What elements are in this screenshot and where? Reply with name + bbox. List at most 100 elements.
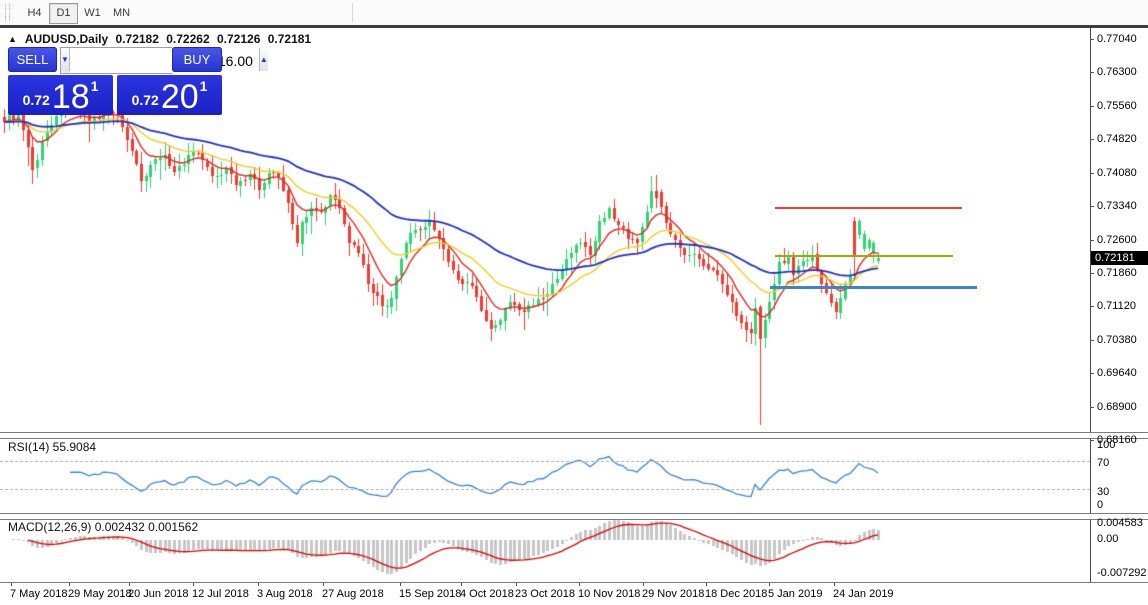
price-scale-label: 0.71120 <box>1097 300 1136 313</box>
sell-price-prefix: 0.72 <box>22 92 50 108</box>
macd-scale-label: 0.00 <box>1097 533 1119 545</box>
pane-splitter-macd[interactable] <box>0 513 1148 520</box>
date-scale-tick <box>11 583 12 586</box>
rsi-scale-label: 100 <box>1097 439 1116 451</box>
date-scale-label: 12 Jul 2018 <box>192 588 249 600</box>
volume-stepper: ▼ ▲ <box>60 47 268 74</box>
rsi-scale-label: 70 <box>1097 457 1110 469</box>
date-scale-tick <box>193 583 194 586</box>
buy-price-pipette: 1 <box>199 78 208 94</box>
buy-button[interactable]: BUY <box>172 47 222 72</box>
price-scale-label: 0.71860 <box>1097 266 1137 279</box>
sell-price-pipette: 1 <box>90 78 99 94</box>
date-scale-tick <box>579 583 580 586</box>
ohlc-low: 0.72126 <box>216 32 261 46</box>
rsi-indicator-label: RSI(14) 55.9084 <box>8 440 97 454</box>
timeframe-button-mn[interactable]: MN <box>112 7 131 19</box>
date-scale-tick <box>258 583 259 586</box>
price-scale-tick <box>1090 272 1094 274</box>
timeframe-toolbar: H4 D1 W1 MN <box>0 0 1148 25</box>
date-scale-label: 15 Sep 2018 <box>399 588 462 600</box>
date-scale-label: 10 Nov 2018 <box>578 588 641 600</box>
date-scale-tick <box>69 583 70 586</box>
sell-price-box[interactable]: 0.72 18 1 <box>8 75 113 115</box>
volume-input[interactable] <box>69 48 259 73</box>
price-scale-label: 0.68160 <box>1097 434 1137 447</box>
price-scale-tick <box>1090 373 1094 375</box>
timeframe-button-w1[interactable]: W1 <box>84 7 101 19</box>
price-scale-border <box>1090 28 1091 583</box>
macd-indicator-label: MACD(12,26,9) 0.002432 0.001562 <box>8 520 199 534</box>
pivot-line[interactable] <box>775 255 953 257</box>
volume-increase-icon[interactable]: ▲ <box>258 48 268 71</box>
date-scale-label: 3 Aug 2018 <box>257 588 313 600</box>
date-scale-label: 29 Nov 2018 <box>642 588 705 600</box>
price-scale-label: 0.77040 <box>1097 33 1137 45</box>
toolbar-border <box>0 25 1148 28</box>
date-scale-label: 20 Jun 2018 <box>128 588 189 600</box>
price-scale-label: 0.72600 <box>1097 233 1137 246</box>
date-scale-tick <box>129 583 130 586</box>
price-scale-tick <box>1090 72 1094 74</box>
buy-price-main: 20 <box>160 78 199 116</box>
ohlc-high: 0.72262 <box>166 32 210 46</box>
sell-price-main: 18 <box>51 78 90 116</box>
volume-decrease-icon[interactable]: ▼ <box>61 48 70 71</box>
buy-price-box[interactable]: 0.72 20 1 <box>117 75 222 115</box>
toolbar-grip-icon[interactable] <box>5 4 10 21</box>
date-scale-label: 27 Aug 2018 <box>322 588 384 600</box>
ohlc-close: 0.72181 <box>267 32 312 46</box>
macd-scale-label: 0.004583 <box>1097 517 1143 529</box>
price-scale-label: 0.75560 <box>1097 99 1137 112</box>
date-scale-tick <box>834 583 835 586</box>
price-scale-tick <box>1090 172 1094 174</box>
timeframe-button-h4[interactable]: H4 <box>27 7 42 19</box>
price-scale-label: 0.76300 <box>1097 66 1137 79</box>
toolbar-separator <box>352 3 353 22</box>
date-scale-tick <box>706 583 707 586</box>
buy-price-prefix: 0.72 <box>131 92 159 108</box>
date-scale-tick <box>461 583 462 586</box>
collapse-triangle-icon[interactable]: ▲ <box>8 34 17 44</box>
date-scale-label: 4 Oct 2018 <box>460 588 514 600</box>
rsi-scale-label: 30 <box>1097 486 1110 498</box>
price-scale-tick <box>1090 239 1094 241</box>
date-scale-tick <box>323 583 324 586</box>
price-scale-label: 0.73340 <box>1097 200 1137 213</box>
date-scale-tick <box>516 583 517 586</box>
chart-header: ▲ AUDUSD,Daily 0.72182 0.72262 0.72126 0… <box>8 32 315 46</box>
price-scale-label: 0.69640 <box>1097 367 1137 380</box>
price-scale-tick <box>1090 39 1094 40</box>
date-scale-label: 5 Jan 2019 <box>768 588 823 600</box>
price-scale-tick <box>1090 139 1094 141</box>
sell-button[interactable]: SELL <box>8 47 57 72</box>
date-scale-label: 29 May 2018 <box>68 588 132 600</box>
price-scale-label: 0.68900 <box>1097 400 1137 413</box>
price-scale-tick <box>1090 406 1094 408</box>
one-click-trading-panel: SELL ▼ ▲ BUY 0.72 18 1 0.72 20 1 <box>8 46 268 115</box>
date-scale-label: 18 Dec 2018 <box>705 588 768 600</box>
price-scale-tick <box>1090 206 1094 208</box>
price-scale-label: 0.70380 <box>1097 333 1137 346</box>
support-line[interactable] <box>770 286 977 289</box>
price-scale-label: 0.74080 <box>1097 166 1137 179</box>
ohlc-open: 0.72182 <box>115 32 159 46</box>
price-scale-label: 0.74820 <box>1097 133 1137 146</box>
date-scale-tick <box>643 583 644 586</box>
timeframe-button-d1[interactable]: D1 <box>49 3 78 24</box>
price-scale-tick <box>1090 105 1094 107</box>
resistance-line[interactable] <box>775 207 962 209</box>
symbol-label: AUDUSD,Daily <box>24 32 109 46</box>
price-scale-tick <box>1090 440 1094 442</box>
date-scale-label: 7 May 2018 <box>10 588 68 600</box>
current-price-tag: 0.72181 <box>1091 251 1148 266</box>
price-scale-tick <box>1090 306 1094 308</box>
rsi-level-30-line <box>0 489 1090 490</box>
time-scale-border <box>0 582 1148 583</box>
price-scale-tick <box>1090 339 1094 341</box>
macd-scale-label: -0.007292 <box>1097 567 1147 579</box>
pane-splitter-rsi[interactable] <box>0 432 1148 439</box>
rsi-scale-label: 0 <box>1097 499 1104 511</box>
date-scale-tick <box>400 583 401 586</box>
